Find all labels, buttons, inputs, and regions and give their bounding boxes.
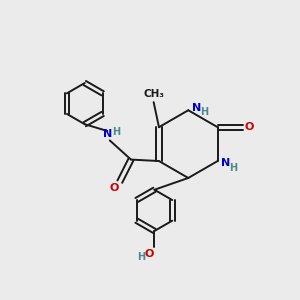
Text: N: N — [103, 129, 112, 139]
Text: N: N — [221, 158, 230, 168]
Text: H: H — [200, 107, 208, 117]
Text: H: H — [137, 252, 146, 262]
Text: O: O — [110, 182, 119, 193]
Text: H: H — [112, 127, 120, 136]
Text: O: O — [244, 122, 254, 132]
Text: CH₃: CH₃ — [143, 89, 164, 99]
Text: O: O — [144, 249, 154, 259]
Text: H: H — [229, 164, 237, 173]
Text: N: N — [192, 103, 201, 113]
